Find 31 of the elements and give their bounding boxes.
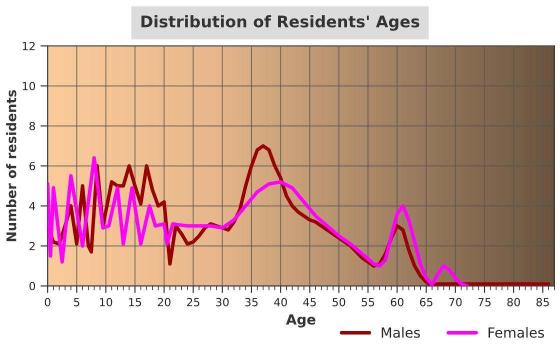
x-tick-label: 0 bbox=[44, 298, 50, 306]
x-tick-label: 70 bbox=[449, 298, 462, 306]
x-tick-label: 35 bbox=[245, 298, 258, 306]
x-axis-title: Age bbox=[286, 314, 316, 328]
x-tick-label: 65 bbox=[420, 298, 432, 306]
y-axis-title: Number of residents bbox=[6, 90, 16, 242]
y-tick-label: 12 bbox=[22, 42, 35, 50]
x-tick-label: 75 bbox=[478, 298, 491, 306]
x-tick-label: 50 bbox=[332, 298, 346, 306]
y-tick-label: 2 bbox=[30, 242, 35, 250]
x-tick-label: 80 bbox=[507, 298, 520, 306]
x-tick-label: 85 bbox=[536, 298, 549, 306]
x-tick-label: 25 bbox=[186, 298, 200, 306]
y-tick-label: 0 bbox=[29, 282, 36, 290]
x-tick-label: 60 bbox=[390, 298, 404, 306]
x-tick-label: 55 bbox=[362, 298, 374, 306]
x-tick-label: 20 bbox=[158, 298, 170, 306]
x-tick-label: 10 bbox=[100, 298, 112, 306]
x-tick-label: 5 bbox=[74, 298, 80, 306]
x-tick-label: 15 bbox=[129, 298, 142, 306]
line-series bbox=[48, 156, 469, 286]
x-tick-label: 45 bbox=[303, 298, 316, 306]
y-tick-label: 8 bbox=[29, 122, 36, 130]
y-tick-label: 4 bbox=[29, 202, 36, 210]
legend-label: Males bbox=[382, 327, 420, 338]
x-tick-label: 30 bbox=[216, 298, 229, 306]
y-tick-label: 6 bbox=[30, 162, 36, 170]
x-tick-label: 40 bbox=[274, 298, 287, 306]
chart-title: Distribution of Residents' Ages bbox=[141, 15, 420, 31]
y-tick-label: 10 bbox=[22, 82, 36, 90]
legend-label: Females bbox=[488, 327, 544, 338]
